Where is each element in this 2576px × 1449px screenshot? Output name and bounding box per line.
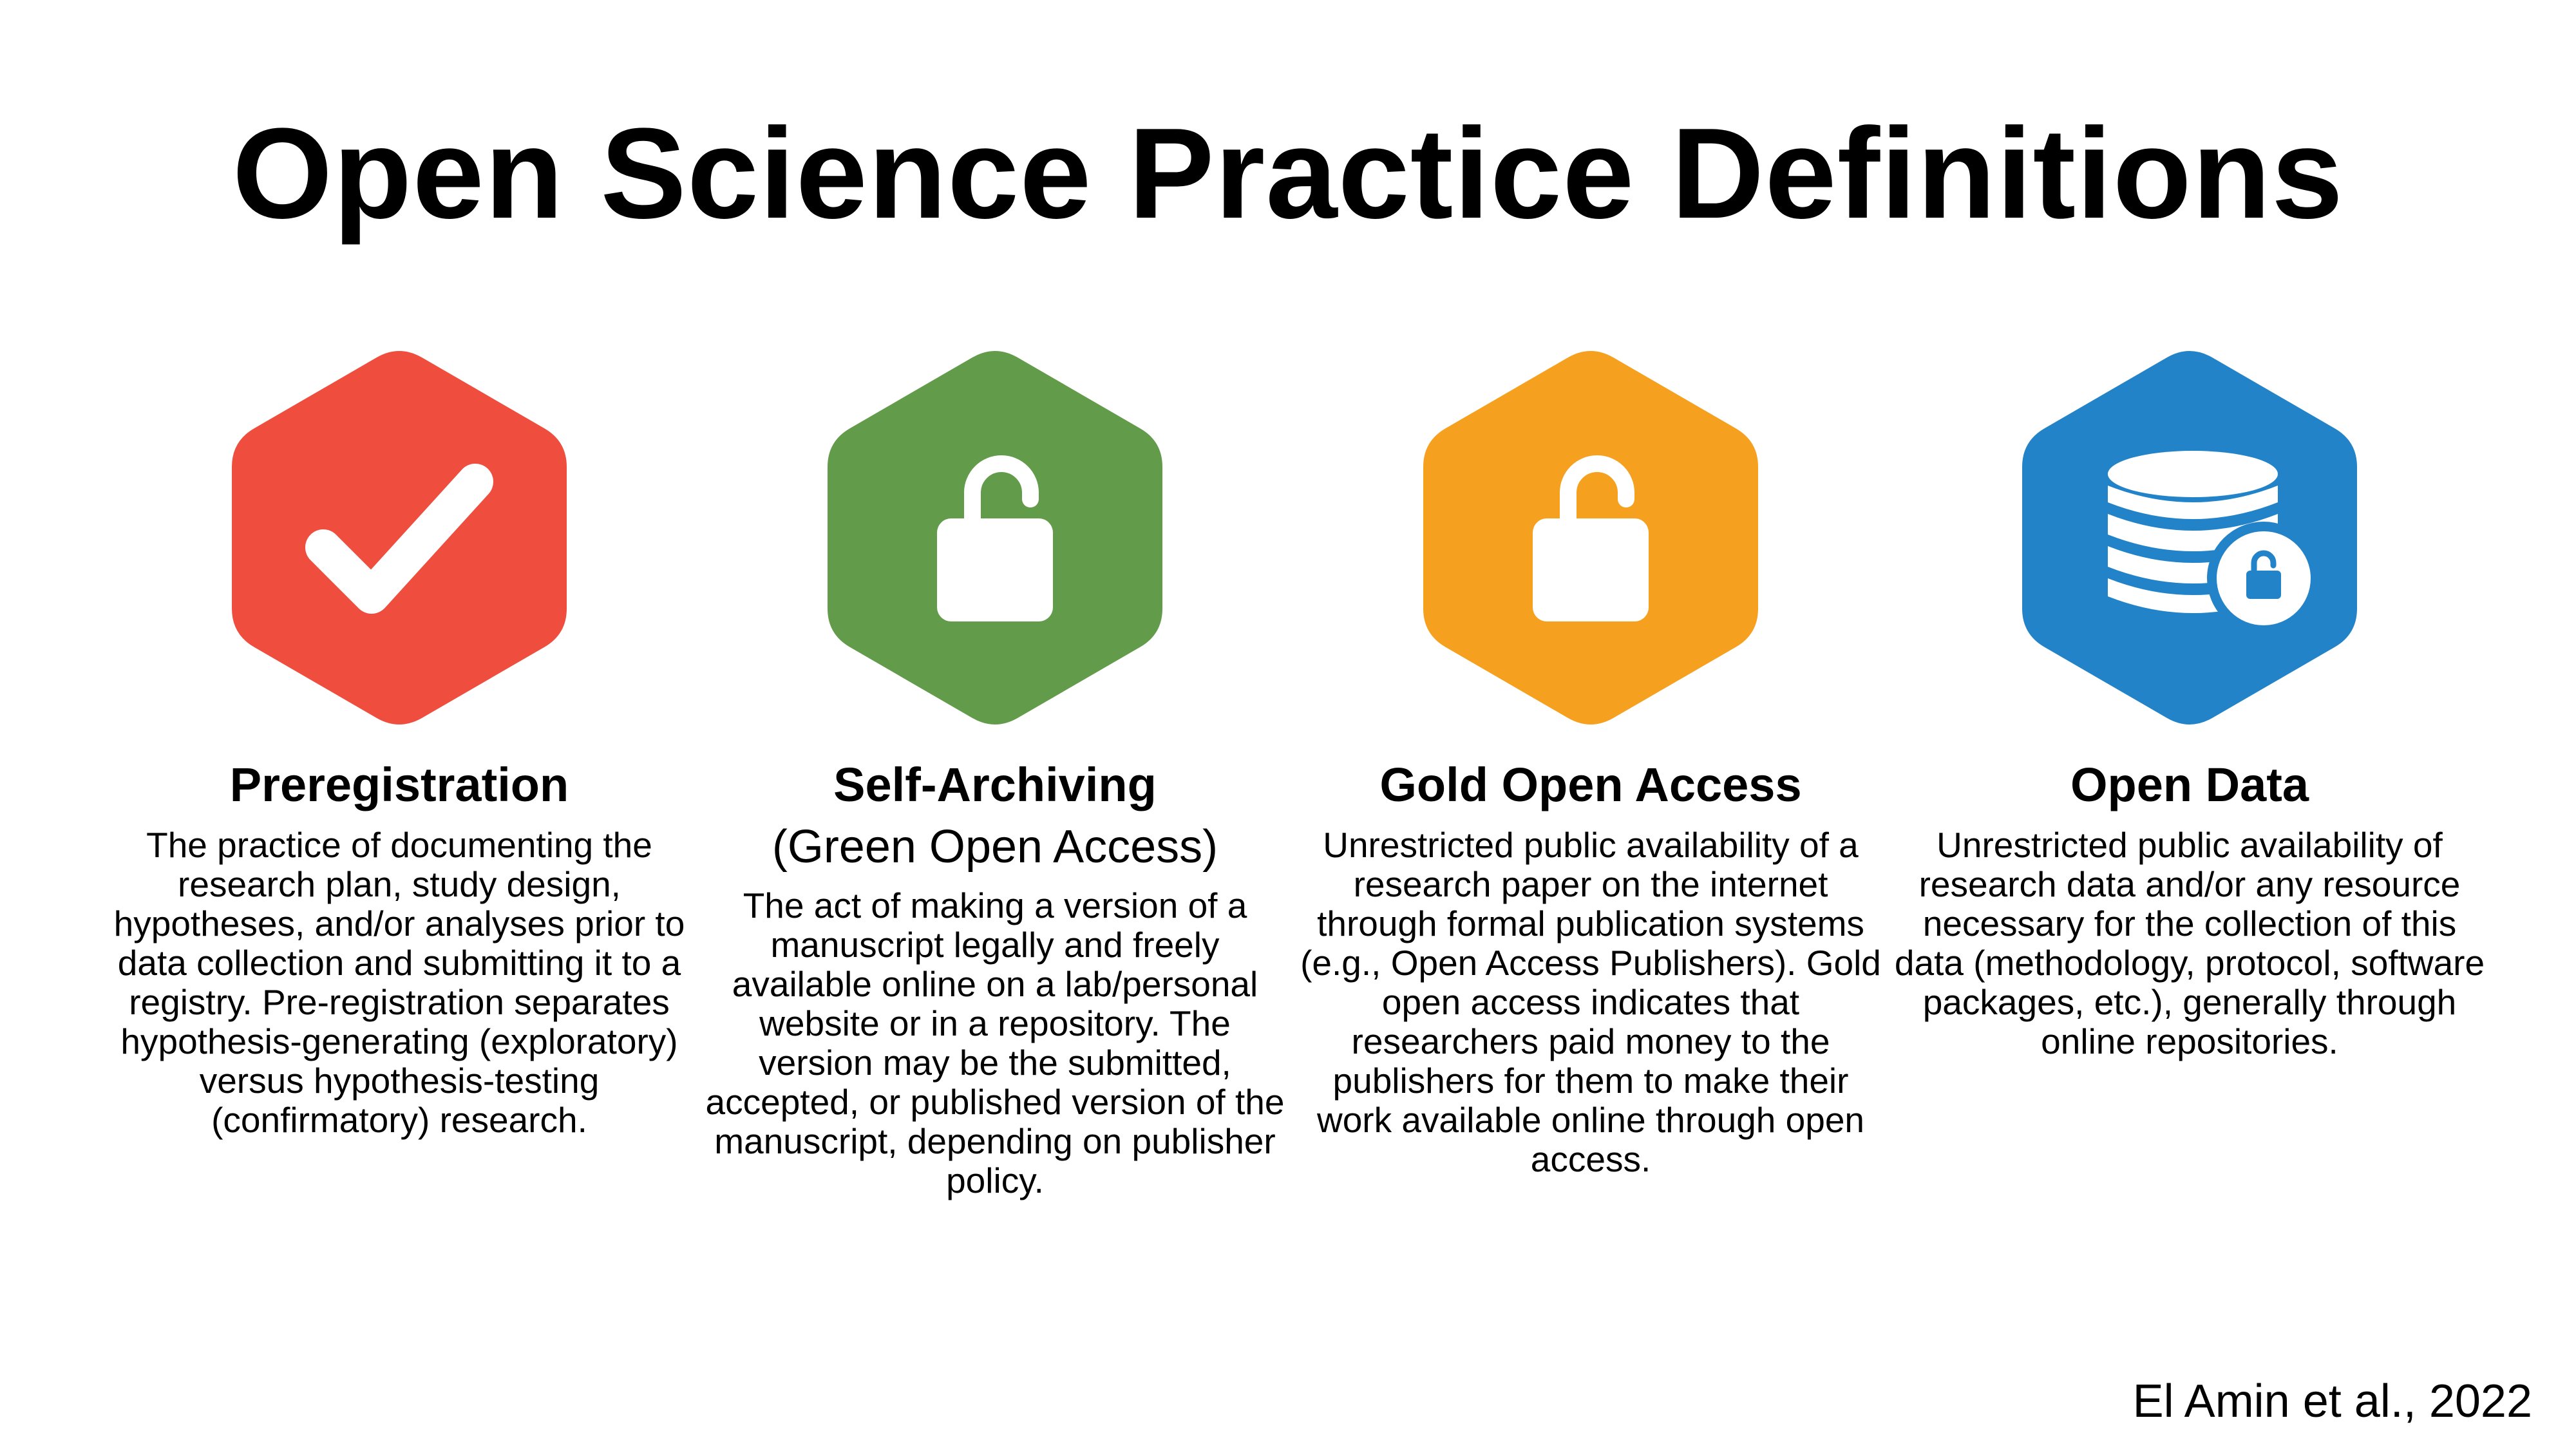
practice-name: Self-Archiving xyxy=(833,758,1157,811)
padlock-shackle xyxy=(964,455,1039,533)
open-padlock-icon xyxy=(828,351,1162,724)
slide-title: Open Science Practice Definitions xyxy=(232,102,2344,245)
practice-self-archiving: Self-Archiving (Green Open Access) The a… xyxy=(696,345,1294,1200)
practice-name: Gold Open Access xyxy=(1379,758,1802,811)
checkmark-mark xyxy=(305,464,493,614)
practice-name: Open Data xyxy=(2070,758,2309,811)
practice-subtitle: (Green Open Access) xyxy=(772,820,1218,873)
practice-description: Unrestricted public availability of a re… xyxy=(1300,824,1881,1179)
padlock-body xyxy=(1533,518,1649,621)
practice-description: The act of making a version of a manuscr… xyxy=(705,886,1285,1201)
padlock-body xyxy=(937,518,1053,621)
citation: El Amin et al., 2022 xyxy=(2132,1376,2532,1427)
padlock-shackle xyxy=(1560,455,1634,533)
practice-description: The practice of documenting the research… xyxy=(113,824,685,1140)
open-padlock-icon xyxy=(1423,351,1758,724)
practice-gold-open-access: Gold Open Access Unrestricted public ava… xyxy=(1291,345,1890,1179)
practice-name: Preregistration xyxy=(229,758,569,811)
practice-description: Unrestricted public availability of rese… xyxy=(1894,824,2485,1061)
database-unlocked-icon xyxy=(2022,351,2357,724)
checkmark-icon xyxy=(232,351,567,724)
small-open-padlock xyxy=(2246,550,2281,599)
practice-open-data: Open Data Unrestricted public availabili… xyxy=(1890,345,2489,1061)
practice-preregistration: Preregistration The practice of document… xyxy=(100,345,699,1140)
hexagon-badge xyxy=(232,351,567,724)
